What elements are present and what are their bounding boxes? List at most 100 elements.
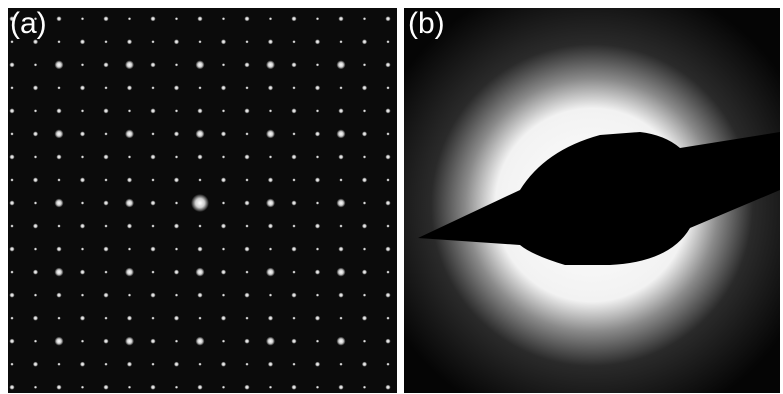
diffraction-spot bbox=[10, 316, 14, 320]
diffraction-spot bbox=[173, 269, 180, 275]
diffraction-spot bbox=[386, 178, 390, 182]
diffraction-spot bbox=[10, 86, 14, 90]
diffraction-spot bbox=[104, 224, 108, 228]
diffraction-spot bbox=[292, 362, 296, 366]
diffraction-spot bbox=[292, 224, 296, 228]
diffraction-spot bbox=[361, 177, 368, 183]
diffraction-spot bbox=[221, 109, 226, 113]
diffraction-spot bbox=[57, 316, 61, 320]
diffraction-spot bbox=[385, 154, 391, 160]
diffraction-spot bbox=[174, 155, 179, 159]
diffraction-spot bbox=[268, 17, 273, 21]
diffraction-spot bbox=[127, 293, 132, 297]
diffraction-spot bbox=[266, 336, 275, 346]
diffraction-spot bbox=[268, 109, 273, 113]
diffraction-spot bbox=[221, 201, 226, 205]
diffraction-spot bbox=[315, 385, 320, 389]
diffraction-spot bbox=[291, 16, 297, 22]
diffraction-spot bbox=[221, 385, 226, 389]
diffraction-spot bbox=[339, 178, 343, 182]
diffraction-spot bbox=[386, 270, 390, 274]
diffraction-spot bbox=[314, 223, 321, 229]
diffraction-spot bbox=[361, 85, 368, 91]
diffraction-spot bbox=[362, 201, 367, 205]
diffraction-spot bbox=[33, 17, 38, 21]
diffraction-spot bbox=[54, 267, 64, 277]
diffraction-spot bbox=[33, 293, 38, 297]
diffraction-spot bbox=[315, 293, 320, 297]
diffraction-spot bbox=[33, 385, 38, 389]
diffraction-spot bbox=[80, 63, 85, 67]
diffraction-spot bbox=[56, 154, 62, 160]
diffraction-spot bbox=[150, 292, 156, 298]
diffraction-spot bbox=[80, 201, 85, 205]
diffraction-spot bbox=[266, 267, 275, 277]
diffraction-spot bbox=[57, 178, 61, 182]
diffraction-spot bbox=[9, 338, 15, 344]
diffraction-spot bbox=[386, 86, 390, 90]
diffraction-spot bbox=[338, 292, 344, 298]
diffraction-spot bbox=[266, 198, 275, 208]
diffraction-spot bbox=[266, 129, 275, 139]
diffraction-spot bbox=[361, 269, 368, 275]
diffraction-spot bbox=[56, 16, 62, 22]
diffraction-spot bbox=[361, 39, 368, 45]
diffraction-spot bbox=[291, 154, 297, 160]
diffraction-spot bbox=[79, 39, 86, 45]
diffraction-spot bbox=[173, 315, 180, 321]
diffraction-spot bbox=[57, 86, 61, 90]
diffraction-spot bbox=[33, 155, 38, 159]
diffraction-spot bbox=[125, 198, 134, 208]
diffraction-spot bbox=[291, 384, 297, 390]
diffraction-spot bbox=[127, 247, 132, 251]
diffraction-spot bbox=[244, 16, 250, 22]
diffraction-spot bbox=[151, 132, 155, 136]
diffraction-spot bbox=[245, 178, 249, 182]
diffraction-spot bbox=[9, 154, 15, 160]
diffraction-spot bbox=[244, 108, 250, 114]
diffraction-spot bbox=[150, 62, 156, 68]
diffraction-spot bbox=[244, 154, 250, 160]
diffraction-spot bbox=[339, 224, 343, 228]
diffraction-spot bbox=[268, 155, 273, 159]
diffraction-spot bbox=[291, 62, 297, 68]
diffraction-spot bbox=[33, 201, 38, 205]
diffraction-spot bbox=[197, 154, 203, 160]
diffraction-spot bbox=[151, 224, 155, 228]
diffraction-spot bbox=[126, 223, 133, 229]
diffraction-spot bbox=[292, 178, 296, 182]
diffraction-spot bbox=[57, 40, 61, 44]
diffraction-spot bbox=[174, 385, 179, 389]
diffraction-spot bbox=[33, 109, 38, 113]
diffraction-spot bbox=[268, 247, 273, 251]
diffraction-spot bbox=[338, 384, 344, 390]
diffraction-spot bbox=[125, 336, 134, 346]
diffraction-spot bbox=[385, 338, 391, 344]
diffraction-spot bbox=[362, 109, 367, 113]
diffraction-spot bbox=[150, 154, 156, 160]
diffraction-spot bbox=[10, 362, 14, 366]
diffraction-spot bbox=[315, 63, 320, 67]
diffraction-spot bbox=[315, 109, 320, 113]
diffraction-spot bbox=[244, 384, 250, 390]
diffraction-spot bbox=[292, 270, 296, 274]
diffraction-spot bbox=[173, 85, 180, 91]
diffraction-spot bbox=[339, 86, 343, 90]
diffraction-spot bbox=[267, 223, 274, 229]
diffraction-spot bbox=[32, 39, 39, 45]
diffraction-spot bbox=[292, 86, 296, 90]
diffraction-spot bbox=[191, 194, 209, 212]
diffraction-spot bbox=[336, 336, 346, 346]
diffraction-spot bbox=[79, 131, 86, 137]
diffraction-spot bbox=[221, 247, 226, 251]
diffraction-spot bbox=[386, 40, 390, 44]
diffraction-spot bbox=[9, 108, 15, 114]
diffraction-spot bbox=[197, 16, 203, 22]
diffraction-spot bbox=[57, 224, 61, 228]
diffraction-spot bbox=[174, 339, 179, 343]
diffraction-spot bbox=[220, 315, 227, 321]
diffraction-spot bbox=[336, 60, 346, 70]
diffraction-spot bbox=[385, 384, 391, 390]
diffraction-spot bbox=[268, 293, 273, 297]
